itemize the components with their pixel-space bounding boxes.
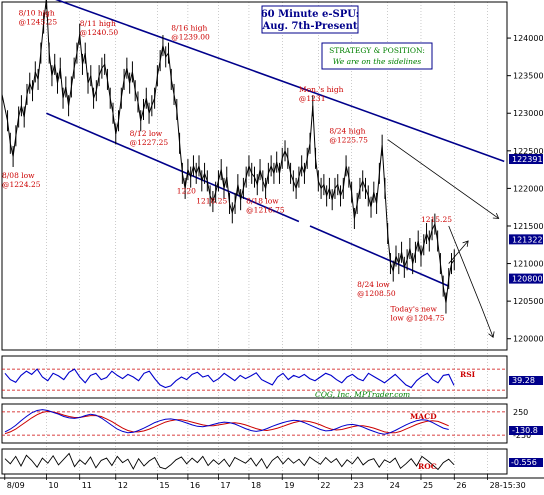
annotation-label: 8/16 high [171, 24, 207, 33]
annotation-label: 8/08 low [2, 171, 35, 180]
rsi-label: RSI [460, 370, 476, 379]
panel-frame [1, 448, 508, 475]
x-tick-label: 22 [320, 481, 330, 490]
annotations: 8/10 high@1245.25 8/11 high@1240.50 8/16 h… [2, 9, 452, 323]
x-tick-label: 23 [354, 481, 364, 490]
x-tick-label: 11 [82, 481, 92, 490]
y-tick-label: 120000 [513, 335, 544, 344]
roc-line [4, 452, 455, 471]
annotation-label: 8/24 low [357, 280, 390, 289]
channel-line [46, 112, 300, 223]
annotation-label: @1216.75 [246, 205, 285, 214]
panel-frames [0, 1, 544, 479]
x-tick-label: 15 [159, 481, 169, 490]
price-tag-box [509, 273, 543, 284]
credit-text: CQG, Inc. MPTrader.com [315, 390, 410, 399]
annotation-label: @1231 [299, 94, 326, 103]
indicator-panels: RSI 39.28 250 -250 MACD -130.8 ROC -0.556 [2, 368, 543, 471]
annotation-label: @1239.00 [171, 33, 210, 42]
roc-value-box [509, 458, 543, 467]
x-tick-label: 25 [423, 481, 433, 490]
rsi-line [4, 368, 455, 389]
x-tick-label: 19 [284, 481, 294, 490]
price-series [1, 0, 455, 314]
rsi-value: 39.28 [512, 376, 535, 385]
x-tick-label: 8/09 [7, 481, 25, 490]
rsi-value-box [509, 376, 543, 385]
price-tag-label: 122391 [512, 155, 543, 164]
price-tag-label: 121322 [512, 235, 543, 244]
price-tag-box [509, 154, 543, 165]
x-tick-label: 17 [220, 481, 230, 490]
strategy-box [321, 42, 433, 70]
annotation-label: 8/18 low [246, 196, 279, 205]
annotation-label: @1227.25 [130, 138, 169, 147]
x-tick-label: 12 [118, 481, 128, 490]
roc-value: -0.556 [511, 458, 537, 467]
annotation-label: @1240.50 [80, 28, 119, 37]
y-axis: 124000 123500 123000 122500 122000 121500 1210… [507, 34, 544, 344]
y-tick-label: 120500 [513, 297, 544, 306]
macd-value: -130.8 [512, 426, 538, 435]
annotation-label: Today's new [390, 305, 437, 314]
panel-frame [1, 1, 508, 351]
macd-tick-label: 250 [513, 408, 528, 417]
x-tick-label: 26 [456, 481, 466, 490]
panel-frame [1, 403, 508, 444]
chart-subtitle: Aug. 7th-Present [261, 21, 357, 32]
annotation-label: 8/12 low [130, 129, 163, 138]
annotation-label: low @1204.75 [390, 314, 444, 323]
projection-line [387, 139, 499, 219]
annotation-label: 8/10 high [19, 9, 55, 18]
y-tick-label: 124000 [513, 34, 544, 43]
x-tick-label: 16 [190, 481, 200, 490]
x-tick-label: 24 [390, 481, 400, 490]
chart-title: 60 Minute e-SPU: [261, 9, 360, 20]
y-tick-label: 123500 [513, 72, 544, 81]
annotation-label: @1245.25 [19, 18, 58, 27]
annotation-label: @1225.75 [329, 136, 368, 145]
annotation-label: 8/11 high [80, 19, 116, 28]
projection-arrowhead [462, 240, 469, 247]
channel-line [309, 225, 450, 287]
y-tick-label: 122000 [513, 184, 544, 193]
annotation-label: Mon.'s high [299, 85, 344, 94]
roc-label: ROC [418, 462, 437, 471]
projection-line [448, 225, 494, 338]
macd-value-box [509, 426, 543, 435]
projection-arrowhead [492, 212, 500, 219]
annotation-label: 1215.25 [421, 215, 452, 224]
macd-tick-label: -250 [513, 431, 531, 440]
annotation-label: 1220 [177, 187, 196, 196]
projection-arrowhead [488, 331, 495, 338]
y-tick-label: 121500 [513, 222, 544, 231]
channel-lines [46, 0, 505, 338]
strategy-text: We are on the sidelines [333, 57, 422, 66]
annotation-label: 1218.25 [196, 196, 227, 205]
x-axis: 8/09 10 11 12 15 16 17 18 19 22 23 24 25 26 28-15:30 [4, 474, 526, 490]
price-tag-label: 120800 [512, 275, 543, 284]
strategy-heading: STRATEGY & POSITION: [329, 46, 425, 55]
y-tick-label: 121000 [513, 260, 544, 269]
x-tick-label: 10 [48, 481, 58, 490]
y-tick-label: 123000 [513, 109, 544, 118]
price-tags: 122391 121322 120800 [509, 154, 543, 284]
x-tick-label: 28-15:30 [490, 481, 526, 490]
macd-line [4, 409, 449, 435]
y-tick-label: 122500 [513, 147, 544, 156]
title-box [261, 5, 359, 34]
annotation-label: @1224.25 [2, 180, 41, 189]
channel-line [55, 0, 505, 163]
x-tick-label: 18 [251, 481, 261, 490]
annotation-label: @1208.50 [357, 289, 396, 298]
macd-label: MACD [410, 412, 437, 421]
price-tag-box [509, 234, 543, 245]
annotation-label: 8/24 high [329, 127, 365, 136]
panel-frame [1, 355, 508, 399]
